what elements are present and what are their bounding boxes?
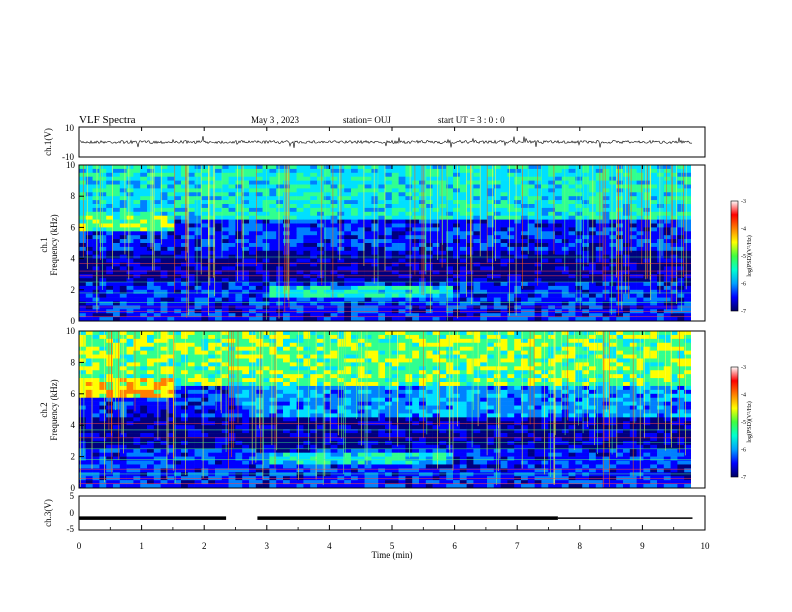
colorbar-label: log(PSD)(V²/Hz): [746, 401, 753, 442]
ch1-waveform-frame: [78, 126, 706, 158]
ch1-spectrogram-channel: ch.1: [39, 237, 49, 252]
ytick-label: 10: [66, 326, 76, 336]
ytick-label: 10: [66, 160, 76, 170]
colorbar-tick-label: -4: [741, 393, 746, 399]
ch2-colorbar: -3 -4 -5 -6 -7 log(PSD)(V²/Hz): [730, 365, 753, 481]
xtick-label: 7: [515, 541, 520, 551]
ytick-label: 8: [71, 191, 76, 201]
ytick-label: 8: [71, 357, 76, 367]
xtick-label: 2: [202, 541, 207, 551]
ch3-ytick-bottom: -5: [67, 524, 75, 534]
ch1-spectrogram-image: [79, 165, 705, 322]
xtick-label: 5: [390, 541, 395, 551]
time-axis-ticks: 0 1 2 3 4 5 6 7 8 9 10: [77, 127, 710, 551]
xtick-label: 9: [640, 541, 645, 551]
xtick-label: 3: [265, 541, 270, 551]
start-time-label: start UT = 3 : 0 : 0: [438, 115, 505, 125]
ch1-colorbar: -3 -4 -5 -6 -7 log(PSD)(V²/Hz): [730, 199, 753, 315]
time-axis-label: Time (min): [372, 550, 413, 560]
ch3-panel: 5 0 -5 ch.3(V) 0 1 2 3 4 5 6 7 8 9 10 Time (min): [43, 127, 710, 560]
xtick-label: 1: [139, 541, 144, 551]
ytick-label: 0: [71, 483, 76, 493]
ch1-spectrogram-panel: 0 2 4 6 8 10 ch.1 Frequency (kHz) -3 -4 -5 -6 -7 l…: [39, 160, 753, 326]
colorbar-tick-label: -4: [741, 227, 746, 233]
ytick-label: 4: [71, 420, 76, 430]
ch1-spectrogram-yticks: 0 2 4 6 8 10: [66, 160, 84, 326]
ch1-ylabel: ch.1(V): [43, 128, 53, 156]
ytick-label: 2: [71, 285, 76, 295]
date-label: May 3 , 2023: [251, 115, 299, 125]
colorbar-tick-label: -7: [741, 475, 746, 481]
ch3-ylabel: ch.3(V): [43, 499, 53, 527]
colorbar-tick-label: -6: [741, 282, 746, 288]
colorbar-tick-label: -5: [741, 420, 746, 426]
colorbar-tick-label: -5: [741, 254, 746, 260]
station-label: station= OUJ: [343, 115, 391, 125]
colorbar-tick-label: -3: [741, 365, 746, 371]
ytick-label: 2: [71, 452, 76, 462]
ch1-waveform-line: [79, 136, 693, 148]
xtick-label: 8: [578, 541, 583, 551]
ch1-ytick-bottom: -10: [62, 152, 74, 162]
colorbar-tick-label: -3: [741, 199, 746, 205]
colorbar-scale: [730, 200, 739, 312]
ytick-label: 4: [71, 254, 76, 264]
ch1-spectrogram-ylabel: Frequency (kHz): [49, 214, 59, 275]
ch2-spectrogram-channel: ch.2: [39, 402, 49, 417]
colorbar-tick-label: -7: [741, 309, 746, 315]
ch3-ytick-top: 5: [70, 491, 75, 501]
xtick-label: 4: [327, 541, 332, 551]
xtick-label: 0: [77, 541, 82, 551]
colorbar-tick-label: -6: [741, 448, 746, 454]
figure-title: VLF Spectra: [79, 114, 136, 126]
ch3-frame: [78, 495, 706, 531]
ch2-spectrogram-ylabel: Frequency (kHz): [49, 379, 59, 440]
ch1-ytick-top: 10: [65, 123, 75, 133]
ch2-spectrogram-image: [79, 331, 705, 489]
colorbar-label: log(PSD)(V²/Hz): [746, 235, 753, 276]
colorbar-scale: [730, 366, 739, 478]
ch2-spectrogram-yticks: 0 2 4 6 8 10: [66, 326, 84, 493]
ytick-label: 6: [71, 222, 76, 232]
xtick-label: 10: [701, 541, 711, 551]
ch3-ytick-mid: 0: [70, 508, 75, 518]
ch2-spectrogram-panel: 0 2 4 6 8 10 ch.2 Frequency (kHz) -3 -4 -5 -6 -7 l…: [39, 326, 753, 493]
ch1-waveform-panel: 10 -10 ch.1(V): [43, 123, 706, 162]
xtick-label: 6: [452, 541, 457, 551]
ytick-label: 0: [71, 316, 76, 326]
ytick-label: 6: [71, 389, 76, 399]
